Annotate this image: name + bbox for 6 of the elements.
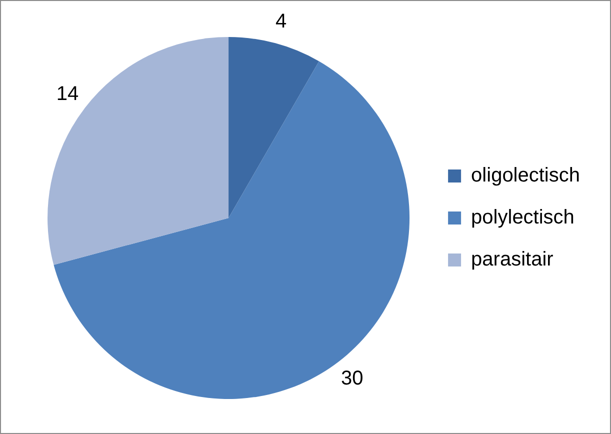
data-label: 30 — [340, 368, 364, 390]
legend-label: parasitair — [471, 248, 554, 271]
data-label: 14 — [56, 82, 79, 105]
legend-label: oligolectisch — [471, 164, 580, 187]
data-label: 4 — [276, 10, 287, 32]
legend-label: polylectisch — [471, 206, 574, 229]
